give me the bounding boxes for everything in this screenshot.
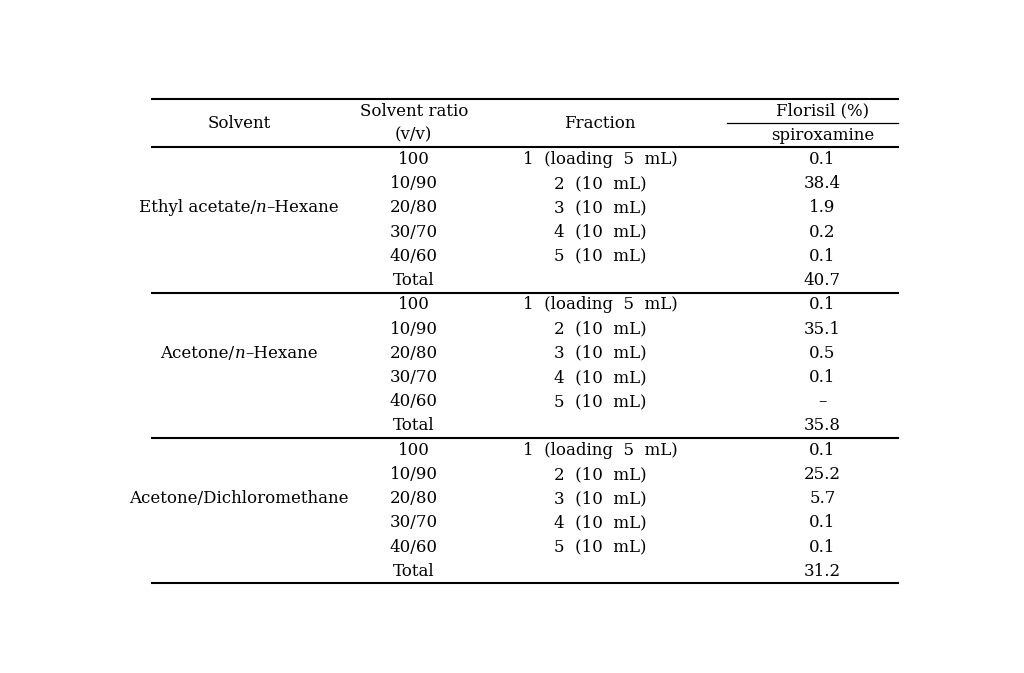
Text: 38.4: 38.4 xyxy=(804,175,841,192)
Text: Acetone/Dichloromethane: Acetone/Dichloromethane xyxy=(129,490,349,507)
Text: 31.2: 31.2 xyxy=(804,563,841,580)
Text: 35.1: 35.1 xyxy=(804,320,841,338)
Text: n: n xyxy=(256,199,266,217)
Text: –Hexane: –Hexane xyxy=(245,345,317,362)
Text: Total: Total xyxy=(393,272,434,289)
Text: 1  (loading  5  mL): 1 (loading 5 mL) xyxy=(523,441,678,459)
Text: Florisil (%): Florisil (%) xyxy=(776,102,869,120)
Text: 5  (10  mL): 5 (10 mL) xyxy=(554,393,646,411)
Text: 1.9: 1.9 xyxy=(809,199,836,217)
Text: Fraction: Fraction xyxy=(564,114,636,132)
Text: 1  (loading  5  mL): 1 (loading 5 mL) xyxy=(523,296,678,314)
Text: 30/70: 30/70 xyxy=(390,369,437,386)
Text: 5  (10  mL): 5 (10 mL) xyxy=(554,248,646,265)
Text: –Hexane: –Hexane xyxy=(266,199,339,217)
Text: 0.2: 0.2 xyxy=(809,223,836,241)
Text: 0.1: 0.1 xyxy=(809,538,836,556)
Text: 40/60: 40/60 xyxy=(390,538,437,556)
Text: 3  (10  mL): 3 (10 mL) xyxy=(554,199,646,217)
Text: 2  (10  mL): 2 (10 mL) xyxy=(554,320,646,338)
Text: 4  (10  mL): 4 (10 mL) xyxy=(554,223,646,241)
Text: 4  (10  mL): 4 (10 mL) xyxy=(554,514,646,532)
Text: 0.5: 0.5 xyxy=(809,345,836,362)
Text: 4  (10  mL): 4 (10 mL) xyxy=(554,369,646,386)
Text: 5  (10  mL): 5 (10 mL) xyxy=(554,538,646,556)
Text: 1  (loading  5  mL): 1 (loading 5 mL) xyxy=(523,151,678,168)
Text: Acetone/: Acetone/ xyxy=(161,345,234,362)
Text: 0.1: 0.1 xyxy=(809,296,836,314)
Text: 0.1: 0.1 xyxy=(809,248,836,265)
Text: 5.7: 5.7 xyxy=(809,490,836,507)
Text: 40.7: 40.7 xyxy=(804,272,841,289)
Text: 0.1: 0.1 xyxy=(809,514,836,532)
Text: Solvent ratio: Solvent ratio xyxy=(359,102,468,120)
Text: 20/80: 20/80 xyxy=(390,345,437,362)
Text: 20/80: 20/80 xyxy=(390,490,437,507)
Text: 100: 100 xyxy=(397,296,430,314)
Text: Total: Total xyxy=(393,563,434,580)
Text: 0.1: 0.1 xyxy=(809,151,836,168)
Text: 10/90: 10/90 xyxy=(390,320,437,338)
Text: 10/90: 10/90 xyxy=(390,466,437,483)
Text: 0.1: 0.1 xyxy=(809,369,836,386)
Text: 20/80: 20/80 xyxy=(390,199,437,217)
Text: 10/90: 10/90 xyxy=(390,175,437,192)
Text: 30/70: 30/70 xyxy=(390,514,437,532)
Text: Solvent: Solvent xyxy=(208,114,270,132)
Text: –: – xyxy=(818,393,826,411)
Text: 40/60: 40/60 xyxy=(390,393,437,411)
Text: spiroxamine: spiroxamine xyxy=(771,127,874,144)
Text: 2  (10  mL): 2 (10 mL) xyxy=(554,175,646,192)
Text: (v/v): (v/v) xyxy=(395,127,432,144)
Text: 35.8: 35.8 xyxy=(804,417,841,435)
Text: 25.2: 25.2 xyxy=(804,466,841,483)
Text: 100: 100 xyxy=(397,151,430,168)
Text: 40/60: 40/60 xyxy=(390,248,437,265)
Text: 3  (10  mL): 3 (10 mL) xyxy=(554,345,646,362)
Text: n: n xyxy=(234,345,245,362)
Text: 3  (10  mL): 3 (10 mL) xyxy=(554,490,646,507)
Text: 100: 100 xyxy=(397,441,430,459)
Text: 2  (10  mL): 2 (10 mL) xyxy=(554,466,646,483)
Text: 30/70: 30/70 xyxy=(390,223,437,241)
Text: Ethyl acetate/: Ethyl acetate/ xyxy=(139,199,256,217)
Text: Total: Total xyxy=(393,417,434,435)
Text: 0.1: 0.1 xyxy=(809,441,836,459)
